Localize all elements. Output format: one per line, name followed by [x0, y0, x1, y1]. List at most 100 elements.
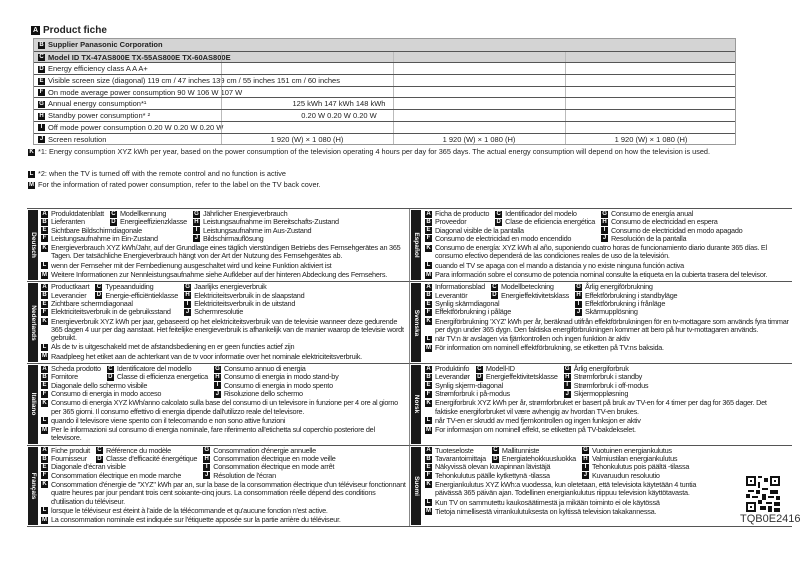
letter-badge-k: K — [41, 399, 48, 407]
column-divider — [565, 98, 566, 110]
row-label: G Annual energy consumption*¹ — [38, 98, 146, 109]
item-text: Als de tv is uitgeschakeld met de afstan… — [51, 342, 295, 352]
item-c: C Mallitunniste — [491, 446, 576, 455]
item-d: D Clase de eficiencia energética — [495, 218, 595, 226]
item-text: Fornitore — [51, 372, 78, 382]
letter-badge-e: E — [38, 77, 45, 85]
letter-badge-e: E — [425, 463, 432, 471]
item-a: A Fiche produit — [41, 445, 90, 455]
letter-badge-j: J — [38, 136, 45, 144]
row-label: E Visible screen size (diagonal) 119 cm /… — [38, 75, 340, 86]
letter-badge-i: I — [575, 300, 583, 308]
letter-badge-c: C — [95, 447, 103, 455]
row-value: 125 kWh 147 kWh 148 kWh — [292, 99, 386, 109]
definition-grid: A Productkaart C Typeaanduiding G Jaarlijks e… — [41, 283, 406, 316]
letter-badge-b: B — [425, 373, 432, 381]
item-g: G Vuotuinen energiankulutus — [581, 446, 789, 455]
item-text: Leistungsaufnahme im Ein-Zustand — [51, 233, 158, 243]
fiche-row-g: G Annual energy consumption*¹ 125 kWh 147 … — [34, 97, 735, 110]
column-divider — [221, 86, 222, 98]
letter-badge-i: I — [184, 300, 192, 308]
letter-badge-l: L — [41, 344, 48, 352]
page-title: A Product fiche — [31, 25, 107, 36]
letter-badge-m: M — [41, 353, 48, 361]
row-label-text: Energy efficiency class A A A+ — [48, 64, 148, 74]
item-text: lorsque le téléviseur est éteint à l'aid… — [51, 505, 328, 515]
item-text: Synlig skjerm-diagonal — [435, 380, 503, 390]
item-text: Energiankulutus XYZ kWh:a vuodessa, kun … — [435, 479, 697, 498]
item-c: C Identificatore del modello — [106, 364, 208, 373]
item-j: J Skärmupplösning — [575, 308, 789, 316]
letter-badge-b: B — [425, 292, 432, 300]
item-f: F Tehonkulutus päälle kytkettynä -tilassa — [425, 471, 576, 480]
item-text: Bildschirmauflösung — [202, 233, 264, 243]
language-label: Svenska — [411, 283, 421, 363]
item-m: M Raadpleeg het etiket aan de achterkant … — [41, 352, 406, 361]
item-m: M La consommation nominale est indiquée s… — [41, 515, 406, 524]
item-f: F Consumo di energia in modo acceso — [41, 389, 208, 398]
letter-badge-j: J — [575, 308, 583, 316]
letter-badge-i: I — [213, 382, 221, 390]
item-d: D Energie-efficiëntieklasse — [95, 291, 178, 300]
item-text: Strømforbruk i standby — [573, 372, 643, 382]
item-g: G Consommation d'énergie annuelle — [203, 446, 406, 455]
item-c: C Modellkennung — [109, 209, 187, 218]
letter-badge-d: D — [95, 292, 103, 300]
item-text: Strømforbruk i på-modus — [435, 388, 510, 398]
note-m: M For the information of rated power cons… — [28, 180, 321, 189]
item-b: B Fournisseur — [41, 454, 90, 463]
item-c: C Référence du modèle — [95, 446, 197, 455]
language-block-español: Español A Ficha de producto C Identificador … — [410, 209, 792, 281]
item-text: Elektriciteitsverbruik in de gebruikssta… — [51, 307, 171, 317]
language-label: Nederlands — [28, 283, 38, 363]
item-d: D Energiatehokkuusluokka — [491, 454, 576, 463]
row-label: D Energy efficiency class A A A+ — [38, 63, 148, 74]
note-text: *1: Energy consumption XYZ kWh per year,… — [38, 147, 710, 156]
letter-badge-e: E — [41, 227, 48, 235]
item-b: B Lieferanten — [41, 218, 104, 226]
fiche-row-b: B Supplier Panasonic Corporation — [34, 39, 735, 51]
item-g: G Årlig energiförbrukning — [575, 283, 789, 291]
letter-badge-l: L — [41, 262, 48, 270]
item-text: Lieferanten — [51, 217, 85, 227]
item-text: Diagonale dello schermo visibile — [51, 380, 148, 390]
item-h: H Strømforbruk i standby — [563, 372, 789, 382]
column-divider — [565, 133, 566, 145]
item-text: Proveedor — [435, 217, 467, 227]
item-l: L Als de tv is uitgeschakeld met de afsta… — [41, 343, 406, 351]
definition-grid: A Fiche produit C Référence du modèle G Conso… — [41, 445, 406, 480]
letter-badge-j: J — [563, 390, 571, 398]
letter-badge-l: L — [28, 170, 35, 178]
item-a: A Ficha de producto — [425, 209, 489, 218]
item-b: B Proveedor — [425, 218, 489, 226]
letter-badge-e: E — [425, 382, 432, 390]
item-m: M Weitere Informationen zur Nennleistungs… — [41, 270, 406, 279]
item-text: Skärmupplösning — [585, 307, 638, 317]
fiche-row-i: I Off mode power consumption 0.20 W 0.20 … — [34, 120, 735, 133]
language-block-norsk: Norsk A Produktinfo C Modell-ID G Årlig energi… — [410, 363, 792, 445]
letter-badge-k: K — [41, 244, 48, 252]
item-text: Classe d'efficacité énergétique — [105, 454, 198, 464]
item-text: Kuvaruudun resoluutio — [591, 470, 660, 480]
letter-badge-k: K — [425, 481, 432, 489]
item-text: Elektriciteitsverbruik in de slaapstand — [194, 290, 305, 300]
column-divider — [393, 133, 394, 145]
language-name: Italiano — [30, 392, 38, 416]
letter-badge-e: E — [41, 382, 48, 390]
item-text: Fiche produit — [51, 445, 90, 455]
item-e: E Sichtbare Bildschirmdiagonale — [41, 226, 187, 235]
letter-badge-k: K — [425, 318, 432, 326]
letter-badge-d: D — [495, 218, 503, 226]
column-divider — [565, 75, 566, 86]
item-b: B Leverandør — [425, 373, 470, 381]
item-text: Energieffektivitetsklass — [500, 290, 570, 300]
item-i: I Leistungsaufnahme im Aus-Zustand — [192, 226, 406, 235]
letter-badge-i: I — [563, 382, 571, 390]
letter-badge-c: C — [38, 54, 45, 62]
item-b: B Fornitore — [41, 373, 101, 381]
item-text: Skjermoppløsning — [573, 388, 629, 398]
item-text: Risoluzione dello schermo — [223, 388, 303, 398]
item-i: I Consommation électrique en mode arrêt — [203, 463, 406, 471]
letter-badge-l: L — [425, 262, 432, 270]
